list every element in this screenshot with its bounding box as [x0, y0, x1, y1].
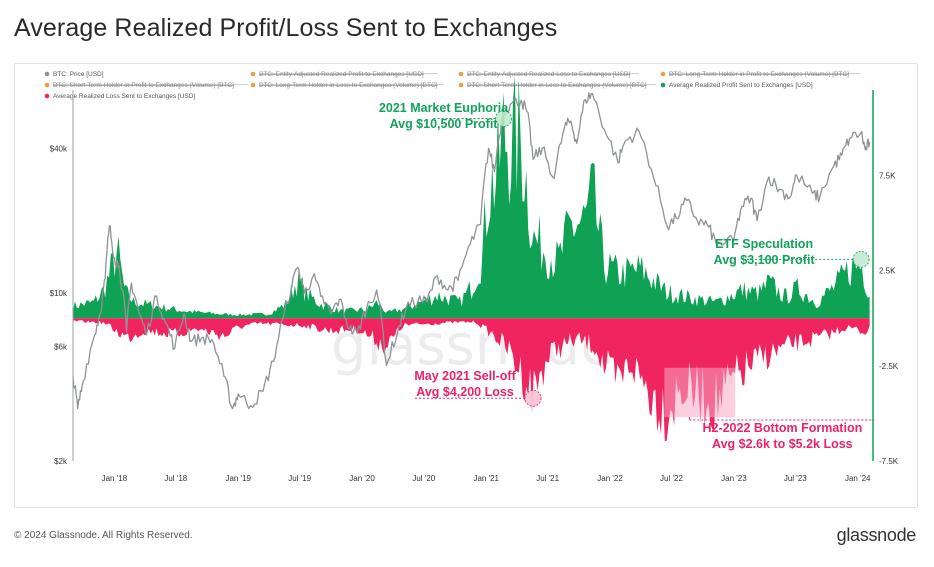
legend-item: BTC: Entity-Adjusted Realized Loss to Ex… — [467, 71, 630, 78]
euphoria-label: Avg $10,500 Profit — [390, 117, 499, 131]
left-tick-label: $2k — [54, 457, 68, 466]
chart-panel: BTC: Price [USD] BTC: Entity-Adjusted Rea… — [14, 63, 918, 508]
loss-area — [73, 318, 870, 442]
x-tick-label: Jan '19 — [225, 474, 251, 483]
page-title: Average Realized Profit/Loss Sent to Exc… — [14, 14, 558, 42]
right-tick-label: -2.5K — [879, 362, 899, 371]
legend-item: Average Realized Profit Sent to Exchange… — [669, 82, 813, 89]
x-tick-label: Jan '24 — [845, 474, 871, 483]
etf-label: ETF Speculation — [715, 237, 813, 251]
left-tick-label: $10k — [50, 289, 68, 298]
left-tick-label: $6k — [54, 342, 68, 351]
area-layer — [73, 75, 870, 442]
axes-layer: $2k $6k $10k $40k 7.5K 2.5K -2.5K -7.5K Jan '18 J… — [50, 90, 899, 483]
bottom-label: H2-2022 Bottom Formation — [702, 421, 862, 435]
chart-legend: BTC: Price [USD] BTC: Entity-Adjusted Rea… — [44, 71, 861, 100]
legend-swatch — [44, 82, 50, 88]
right-tick-label: 2.5K — [879, 267, 896, 276]
price-layer — [72, 92, 871, 410]
x-tick-label: Jul '19 — [288, 474, 311, 483]
legend-swatch — [250, 71, 256, 77]
price-line — [72, 92, 871, 410]
legend-swatch — [660, 71, 666, 77]
h2-2022-box — [664, 367, 736, 418]
selloff-label: Avg $4,200 Loss — [416, 385, 514, 399]
x-tick-label: Jan '22 — [597, 474, 623, 483]
legend-item: BTC: Long-Term Holder in Loss to Exchang… — [259, 82, 438, 89]
euphoria-label: 2021 Market Euphoria — [379, 101, 509, 115]
legend-swatch — [44, 93, 50, 99]
x-tick-label: Jan '18 — [102, 474, 128, 483]
legend-swatch — [458, 71, 464, 77]
legend-swatch — [458, 82, 464, 88]
x-tick-label: Jul '21 — [536, 474, 559, 483]
legend-swatch — [660, 82, 666, 88]
legend-item: Average Realized Loss Sent to Exchanges … — [53, 93, 195, 100]
right-tick-label: -7.5K — [879, 457, 899, 466]
x-tick-label: Jul '18 — [164, 474, 187, 483]
legend-item: BTC: Long-Term Holder in Profit to Excha… — [669, 71, 849, 78]
legend-swatch — [44, 71, 50, 77]
x-tick-label: Jan '23 — [721, 474, 747, 483]
annotations-layer: 2021 Market Euphoria Avg $10,500 Profit ET… — [379, 101, 875, 451]
x-tick-label: Jan '20 — [349, 474, 375, 483]
x-tick-label: Jul '20 — [412, 474, 435, 483]
chart-svg: BTC: Price [USD] BTC: Entity-Adjusted Rea… — [44, 71, 899, 483]
x-tick-label: Jul '23 — [784, 474, 807, 483]
bottom-label: Avg $2.6k to $5.2k Loss — [712, 437, 853, 451]
selloff-label: May 2021 Sell-off — [414, 369, 516, 383]
etf-label: Avg $3,100 Profit — [714, 253, 816, 267]
x-tick-label: Jan '21 — [473, 474, 499, 483]
etf-marker — [852, 250, 870, 268]
right-tick-label: 7.5K — [879, 172, 896, 181]
legend-swatch — [250, 82, 256, 88]
legend-item: BTC: Short-Term Holder in Loss to Exchan… — [467, 82, 647, 89]
brand-logo[interactable]: glassnode — [836, 525, 917, 545]
copyright-text: © 2024 Glassnode. All Rights Reserved. — [14, 530, 193, 541]
x-tick-label: Jul '22 — [660, 474, 683, 483]
selloff-marker — [524, 389, 542, 407]
legend-item: BTC: Short-Term Holder in Profit to Exch… — [53, 82, 234, 89]
legend-item: BTC: Price [USD] — [53, 71, 104, 78]
legend-item: BTC: Entity-Adjusted Realized Profit to … — [259, 71, 424, 78]
left-tick-label: $40k — [50, 144, 68, 153]
